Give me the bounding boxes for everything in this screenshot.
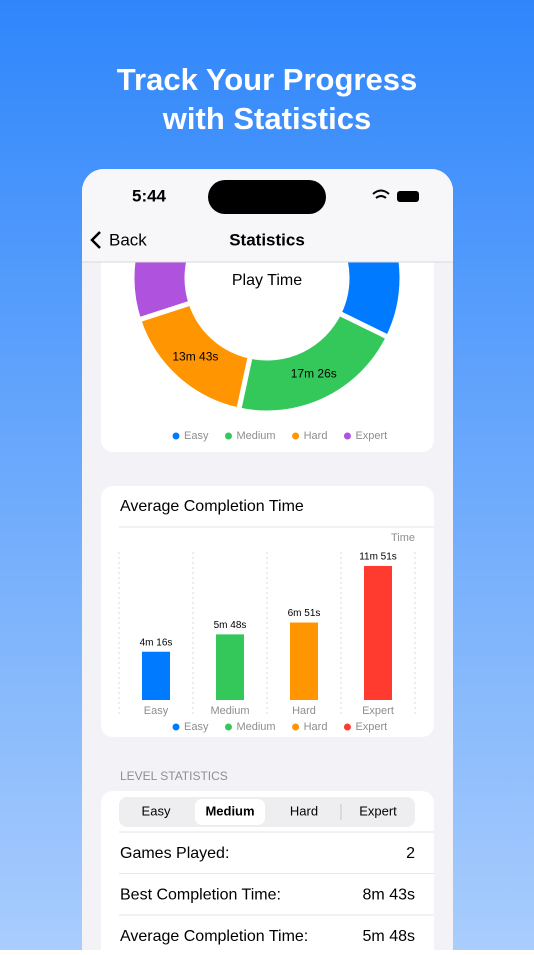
row-value: 8m 43s [363, 887, 415, 904]
row-value: 5m 48s [363, 928, 415, 945]
donut-segment [264, 262, 405, 340]
tab[interactable]: Hard [290, 803, 318, 818]
donut-segment [129, 262, 270, 323]
segment-label: 13m 43s [172, 350, 218, 364]
legend-label: Easy [184, 721, 209, 733]
legend-dot [292, 432, 300, 440]
legend-label: Hard [304, 430, 328, 442]
legend-dot [224, 432, 232, 440]
bar-label: 11m 51s [359, 552, 397, 563]
nav-title: Statistics [229, 230, 305, 249]
row-value: 2 [406, 845, 415, 862]
legend-label: Expert [355, 430, 387, 442]
wifi [372, 189, 390, 199]
bar [290, 622, 318, 700]
tab[interactable]: Easy [142, 803, 171, 818]
status-time: 5:44 [132, 186, 167, 205]
row-label: Average Completion Time: [120, 928, 308, 945]
legend-dot [172, 723, 180, 731]
headline: Track Your Progress [117, 62, 417, 97]
legend-dot [224, 723, 232, 731]
card [101, 791, 434, 955]
x-tick-label: Expert [362, 705, 394, 717]
headline: with Statistics [162, 101, 371, 136]
legend-label: Easy [184, 430, 209, 442]
bar-label: 6m 51s [288, 608, 321, 619]
legend-label: Medium [236, 430, 275, 442]
bar-label: 5m 48s [214, 620, 247, 631]
segment-label: 17m 26s [291, 366, 337, 380]
selected-tab [195, 799, 265, 825]
bar [142, 651, 170, 700]
bar [216, 634, 244, 700]
tab[interactable]: Expert [359, 803, 397, 818]
battery [397, 191, 419, 202]
x-tick-label: Medium [210, 705, 249, 717]
dynamic-island [208, 180, 326, 214]
legend-dot [292, 723, 300, 731]
section-heading: LEVEL STATISTICS [120, 769, 228, 783]
back-button[interactable]: Back [109, 230, 147, 249]
axis-label: Time [391, 532, 415, 544]
legend-label: Expert [355, 721, 387, 733]
legend-label: Medium [236, 721, 275, 733]
x-tick-label: Hard [292, 705, 316, 717]
donut-title: Play Time [232, 272, 302, 289]
row-label: Best Completion Time: [120, 887, 281, 904]
tab[interactable]: Medium [205, 803, 254, 818]
card [101, 486, 434, 737]
bar [364, 565, 392, 700]
x-tick-label: Easy [144, 705, 169, 717]
chart-title: Average Completion Time [120, 498, 304, 515]
back-chevron[interactable] [90, 231, 101, 249]
legend-dot [172, 432, 180, 440]
row-label: Games Played: [120, 845, 229, 862]
legend-label: Hard [304, 721, 328, 733]
phone: 17m 26s 13m 43s Play Time 5:44 Back Statis… [82, 169, 453, 955]
bar-label: 4m 16s [140, 637, 173, 648]
legend-dot [343, 432, 351, 440]
legend-dot [343, 723, 351, 731]
